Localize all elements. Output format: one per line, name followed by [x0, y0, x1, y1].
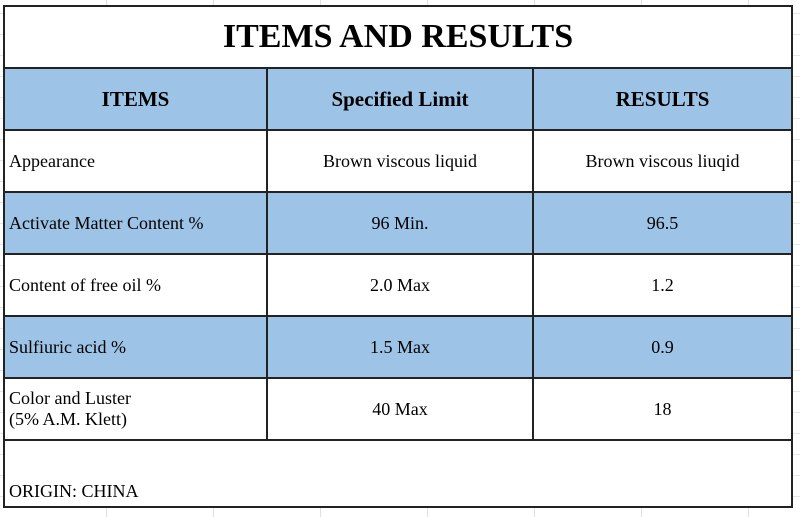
limit-cell: 2.0 Max: [266, 253, 534, 317]
limit-cell: 1.5 Max: [266, 315, 534, 379]
result-cell: 18: [532, 377, 793, 441]
item-cell: Activate Matter Content %: [3, 191, 268, 255]
item-cell: Content of free oil %: [3, 253, 268, 317]
limit-cell: Brown viscous liquid: [266, 129, 534, 193]
table-row: Content of free oil % 2.0 Max 1.2: [3, 253, 793, 317]
item-cell: Appearance: [3, 129, 268, 193]
item-line-2: (5% A.M. Klett): [9, 409, 127, 429]
header-items: ITEMS: [3, 67, 268, 131]
header-row: ITEMS Specified Limit RESULTS: [3, 67, 793, 131]
results-table: ITEMS AND RESULTS ITEMS Specified Limit …: [3, 5, 793, 508]
origin-row: ORIGIN: CHINA: [3, 439, 793, 508]
item-cell: Sulfiuric acid %: [3, 315, 268, 379]
result-cell: 1.2: [532, 253, 793, 317]
origin-text: ORIGIN: CHINA: [3, 439, 793, 508]
table-row: Appearance Brown viscous liquid Brown vi…: [3, 129, 793, 193]
limit-cell: 96 Min.: [266, 191, 534, 255]
limit-cell: 40 Max: [266, 377, 534, 441]
item-line-1: Color and Luster: [9, 388, 131, 408]
title-row: ITEMS AND RESULTS: [3, 5, 793, 69]
result-cell: 96.5: [532, 191, 793, 255]
item-cell: Color and Luster (5% A.M. Klett): [3, 377, 268, 441]
header-results: RESULTS: [532, 67, 793, 131]
table-row: Color and Luster (5% A.M. Klett) 40 Max 1…: [3, 377, 793, 441]
table-row: Sulfiuric acid % 1.5 Max 0.9: [3, 315, 793, 379]
header-specified-limit: Specified Limit: [266, 67, 534, 131]
table-title: ITEMS AND RESULTS: [3, 5, 793, 69]
table-row: Activate Matter Content % 96 Min. 96.5: [3, 191, 793, 255]
result-cell: 0.9: [532, 315, 793, 379]
result-cell: Brown viscous liuqid: [532, 129, 793, 193]
